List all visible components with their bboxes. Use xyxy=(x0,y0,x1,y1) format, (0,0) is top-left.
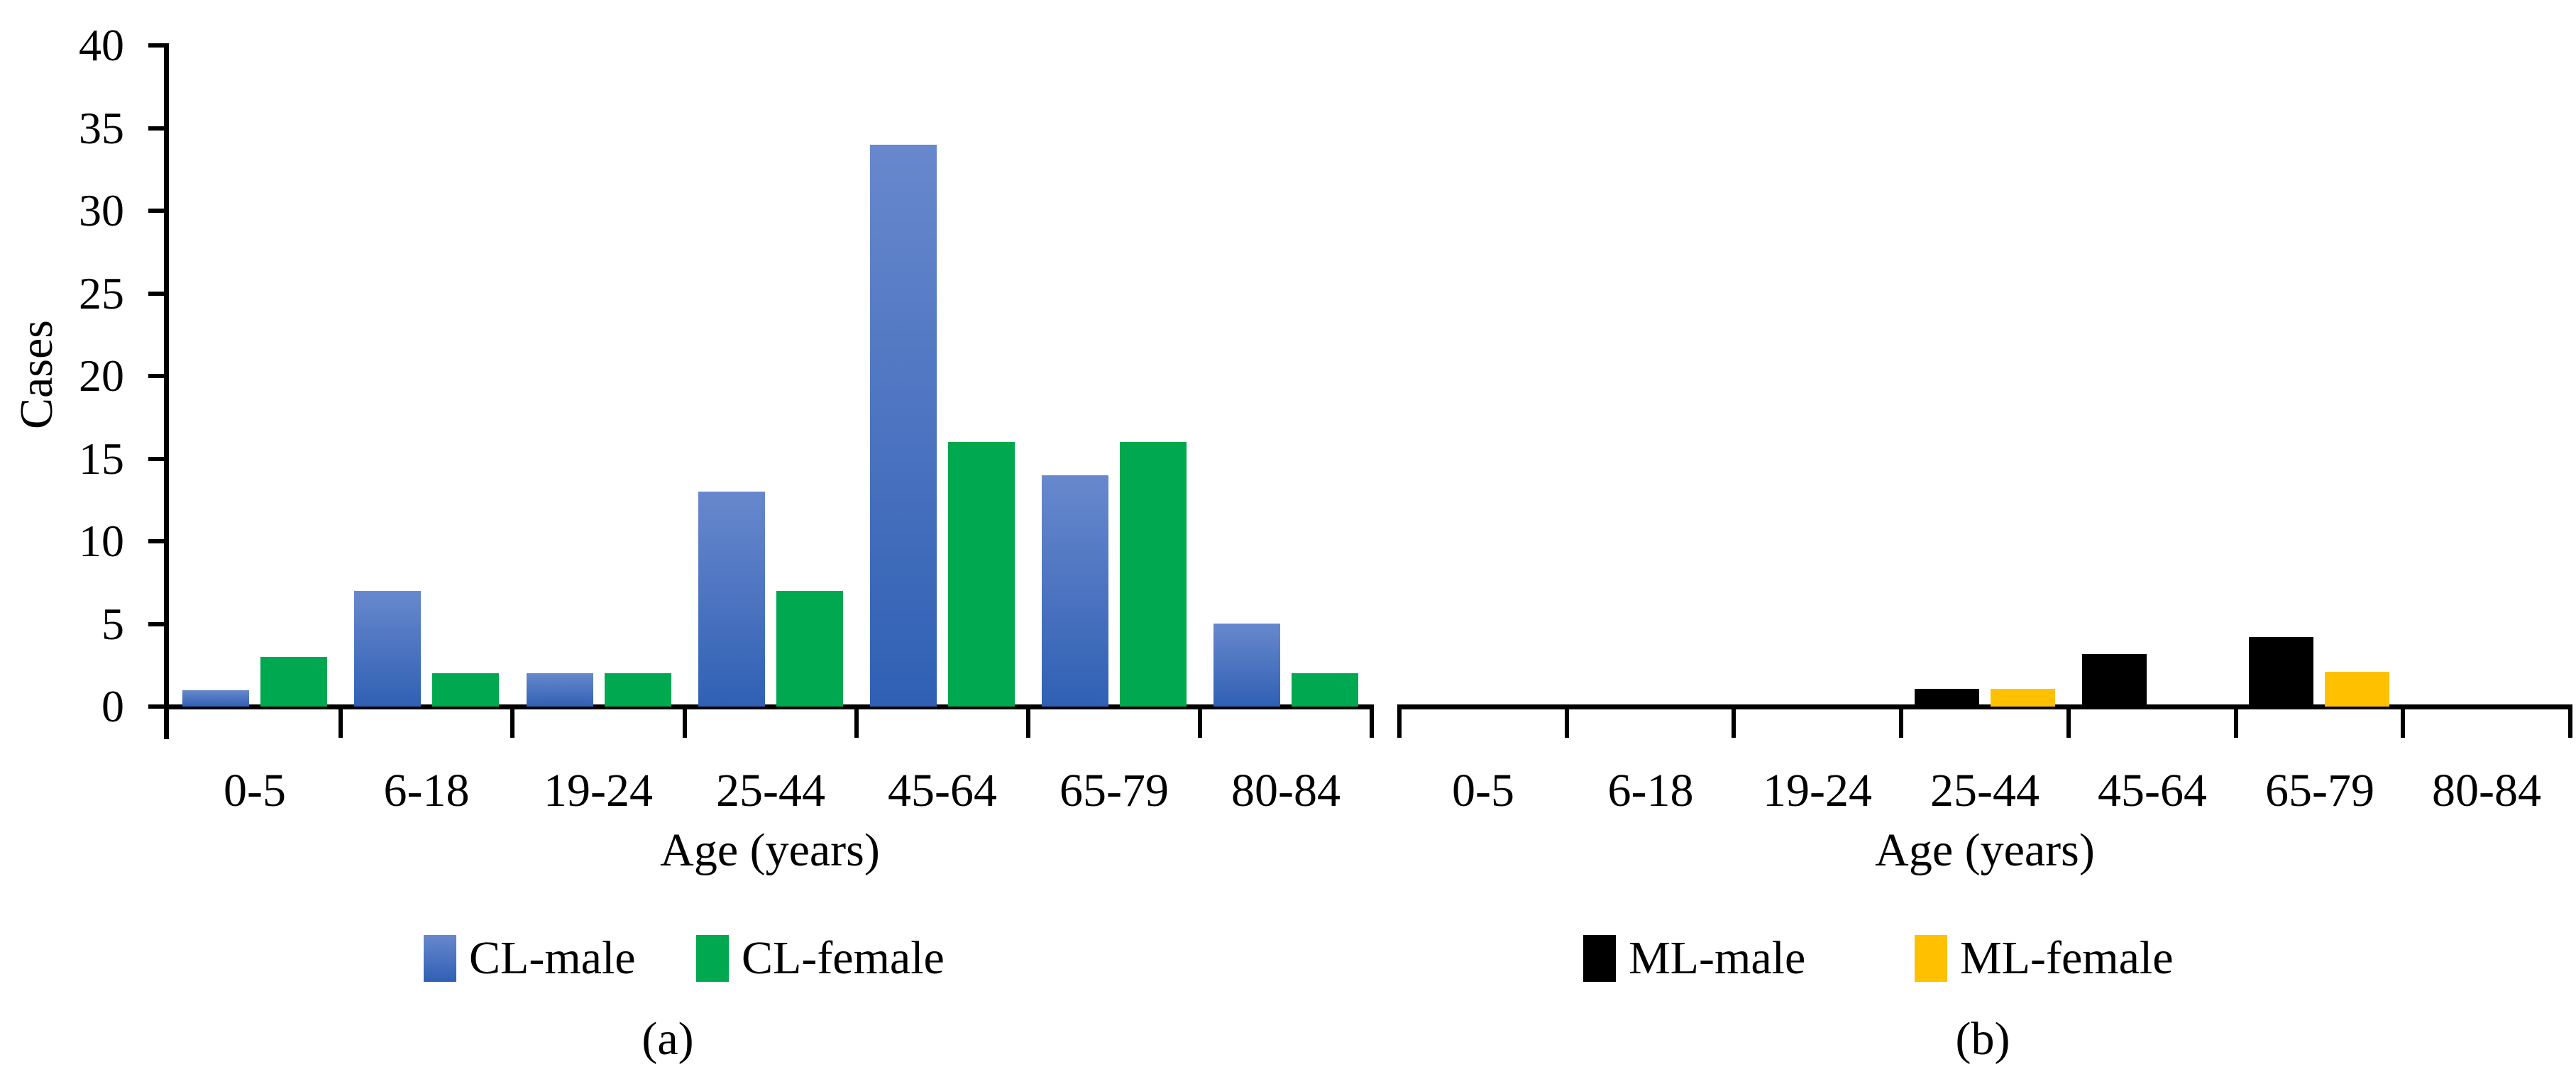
legend-label-ml-male: ML-male xyxy=(1629,932,1806,984)
bar-ML-male-45-64 xyxy=(2082,654,2147,707)
x-tick-label-25-44: 25-44 xyxy=(716,765,825,817)
x-tick-label-0-5: 0-5 xyxy=(224,765,286,817)
ytick-label-35: 35 xyxy=(79,102,124,153)
legend-swatch-cl-female xyxy=(696,935,729,982)
y-axis-tick xyxy=(148,209,169,213)
bar-CL-female-65-79 xyxy=(1120,442,1187,707)
x-axis-tick xyxy=(1397,708,1402,738)
ytick-label-10: 10 xyxy=(79,516,124,566)
bar-CL-female-6-18 xyxy=(432,673,499,707)
bar-CL-male-45-64 xyxy=(870,145,937,707)
x-tick-label-0-5: 0-5 xyxy=(1452,765,1514,817)
x-axis-tick xyxy=(1370,708,1375,738)
x-tick-label-25-44: 25-44 xyxy=(1930,765,2040,817)
bar-ML-female-65-79 xyxy=(2325,672,2389,707)
bar-ML-male-25-44 xyxy=(1915,689,1979,707)
ytick-label-5: 5 xyxy=(101,598,124,649)
x-axis-tick xyxy=(2233,708,2238,738)
y-axis-tick xyxy=(148,621,169,626)
caption-a: (a) xyxy=(642,1013,694,1065)
bar-CL-male-80-84 xyxy=(1213,624,1280,707)
chart-b-x-axis-title: Age (years) xyxy=(1875,824,2095,876)
x-tick-label-65-79: 65-79 xyxy=(2265,765,2374,817)
y-axis-tick xyxy=(148,456,169,461)
x-tick-label-65-79: 65-79 xyxy=(1059,765,1169,817)
bar-CL-female-0-5 xyxy=(260,657,327,707)
bar-CL-female-19-24 xyxy=(605,673,671,707)
ytick-label-40: 40 xyxy=(79,20,124,70)
legend-swatch-cl-male xyxy=(424,935,456,982)
x-axis-tick xyxy=(2567,708,2572,738)
bar-ML-male-65-79 xyxy=(2249,637,2313,707)
x-tick-label-80-84: 80-84 xyxy=(2432,765,2541,817)
chart-b-x-axis-line xyxy=(1397,704,2572,709)
ytick-label-0: 0 xyxy=(101,681,124,731)
x-axis-tick xyxy=(1026,708,1030,738)
x-axis-tick xyxy=(1732,708,1736,738)
x-axis-tick xyxy=(682,708,687,738)
x-axis-tick xyxy=(338,708,343,738)
x-tick-label-6-18: 6-18 xyxy=(1607,765,1694,817)
x-tick-label-80-84: 80-84 xyxy=(1231,765,1341,817)
y-axis-tick xyxy=(148,704,169,709)
x-tick-label-45-64: 45-64 xyxy=(2098,765,2207,817)
x-axis-tick xyxy=(1198,708,1203,738)
ytick-label-20: 20 xyxy=(79,350,124,401)
bar-CL-male-6-18 xyxy=(354,591,421,707)
y-axis-tick xyxy=(148,126,169,131)
x-tick-label-19-24: 19-24 xyxy=(1763,765,1872,817)
ytick-label-30: 30 xyxy=(79,185,124,236)
y-axis-tick xyxy=(148,43,169,48)
bar-CL-male-25-44 xyxy=(698,492,765,707)
chart-a-x-axis-title: Age (years) xyxy=(660,824,880,876)
legend-label-ml-female: ML-female xyxy=(1960,932,2174,984)
chart-a-y-axis-title: Cases xyxy=(11,320,62,429)
bar-CL-male-0-5 xyxy=(182,690,249,707)
x-axis-tick xyxy=(2401,708,2406,738)
ytick-label-15: 15 xyxy=(79,433,124,484)
caption-b: (b) xyxy=(1955,1013,2010,1065)
legend-label-cl-male: CL-male xyxy=(469,932,636,984)
x-axis-tick xyxy=(2066,708,2071,738)
bar-ML-female-25-44 xyxy=(1991,689,2055,707)
x-axis-tick xyxy=(1899,708,1904,738)
y-axis-tick xyxy=(148,374,169,378)
x-axis-tick xyxy=(1564,708,1569,738)
legend-swatch-ml-female xyxy=(1915,935,1947,982)
bar-CL-female-25-44 xyxy=(776,591,843,707)
x-axis-tick xyxy=(510,708,515,738)
x-tick-label-45-64: 45-64 xyxy=(888,765,997,817)
chart-a-x-axis-line xyxy=(164,704,1374,709)
bar-CL-male-65-79 xyxy=(1042,475,1108,707)
x-tick-label-19-24: 19-24 xyxy=(544,765,653,817)
y-axis-tick xyxy=(148,539,169,543)
y-axis-tick xyxy=(148,291,169,296)
legend-label-cl-female: CL-female xyxy=(742,932,945,984)
bar-CL-female-80-84 xyxy=(1292,673,1358,707)
x-axis-tick xyxy=(854,708,859,738)
chart-a-y-axis-line xyxy=(164,44,169,739)
bar-CL-male-19-24 xyxy=(527,673,593,707)
ytick-label-25: 25 xyxy=(79,267,124,319)
bar-CL-female-45-64 xyxy=(948,442,1015,707)
legend-swatch-ml-male xyxy=(1583,935,1616,982)
x-tick-label-6-18: 6-18 xyxy=(383,765,470,817)
